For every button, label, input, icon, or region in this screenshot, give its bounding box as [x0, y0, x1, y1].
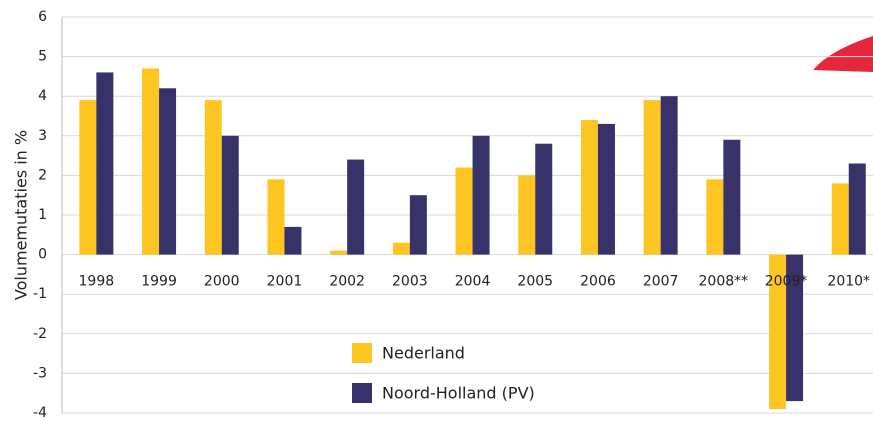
x-tick-label: 2006: [580, 274, 616, 290]
x-tick-label: 2000: [204, 274, 240, 290]
x-tick-label: 2004: [455, 274, 491, 290]
y-axis-label: Volumemutaties in %: [12, 130, 31, 300]
bar: [455, 167, 473, 255]
bar: [284, 226, 302, 255]
bar: [409, 195, 427, 255]
bar: [330, 250, 348, 255]
bar: [597, 123, 615, 255]
legend-label: Noord-Holland (PV): [382, 384, 535, 403]
bar: [706, 179, 724, 255]
y-tick-label: 2: [38, 167, 47, 183]
y-tick-label: -4: [33, 405, 47, 421]
x-tick-label: 1999: [141, 274, 177, 290]
bar: [96, 72, 114, 255]
legend-swatch: [352, 343, 372, 363]
bar: [769, 254, 787, 410]
bar: [267, 179, 285, 255]
x-tick-label: 2005: [517, 274, 553, 290]
bar: [159, 88, 177, 255]
bar: [848, 163, 866, 255]
decoration: [813, 36, 873, 72]
bar: [392, 242, 410, 255]
y-tick-label: 4: [38, 88, 47, 104]
bar: [723, 139, 741, 255]
bar: [660, 96, 678, 255]
bar: [79, 100, 97, 255]
bar: [472, 135, 490, 255]
bar: [347, 159, 365, 255]
x-tick-label: 2009*: [765, 274, 808, 290]
x-tick-label: 2010*: [827, 274, 870, 290]
x-tick-label: 2008**: [699, 274, 749, 290]
bar: [221, 135, 239, 255]
legend-label: Nederland: [382, 344, 465, 363]
y-tick-label: 6: [38, 9, 47, 25]
bar: [518, 175, 536, 255]
y-tick-label: 3: [38, 128, 47, 144]
y-tick-label: 1: [38, 207, 47, 223]
y-tick-label: -1: [33, 286, 47, 302]
bar: [535, 143, 553, 255]
x-tick-label: 2007: [643, 274, 679, 290]
x-tick-label: 1998: [79, 274, 115, 290]
y-tick-label: -3: [33, 365, 47, 381]
bar: [204, 100, 222, 255]
x-tick-label: 2003: [392, 274, 428, 290]
y-tick-label: -2: [33, 326, 47, 342]
bar: [643, 100, 661, 255]
bar: [142, 68, 160, 255]
legend-swatch: [352, 383, 372, 403]
y-tick-label: 0: [38, 247, 47, 263]
x-tick-label: 2001: [267, 274, 303, 290]
bar: [786, 254, 804, 402]
bar: [831, 183, 849, 255]
y-tick-label: 5: [38, 49, 47, 65]
x-tick-label: 2002: [329, 274, 365, 290]
bar: [580, 119, 598, 255]
